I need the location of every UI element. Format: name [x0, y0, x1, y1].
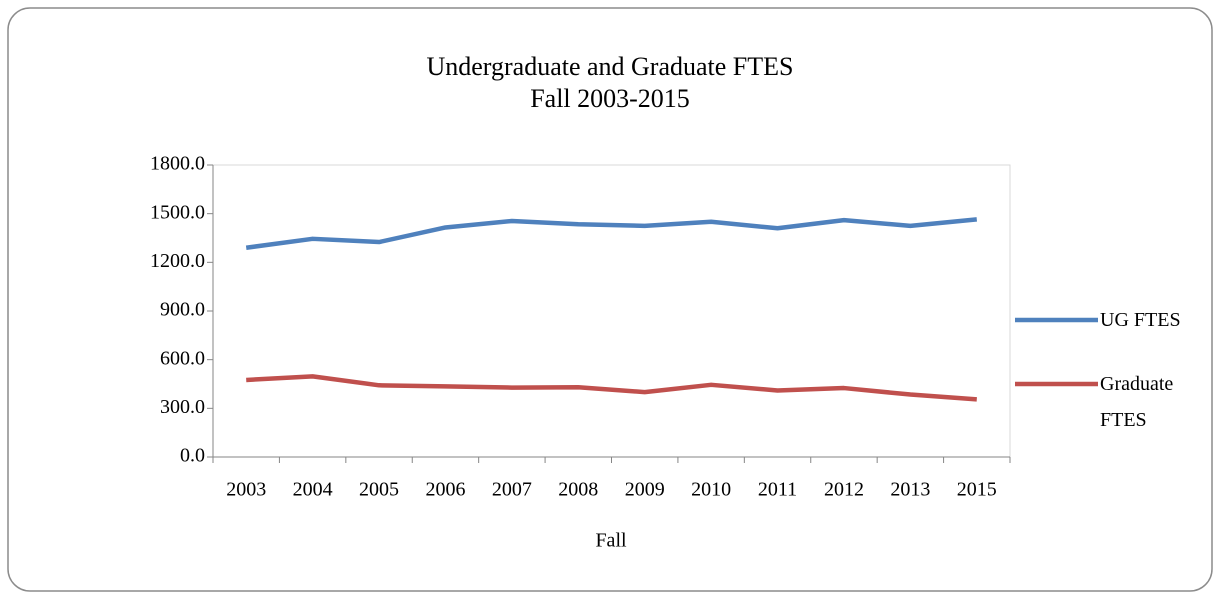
- x-tick-label: 2005: [359, 479, 399, 501]
- x-tick-label: 2007: [492, 479, 532, 501]
- x-tick-label: 2011: [758, 479, 797, 501]
- y-tick-label: 0.0: [180, 445, 205, 467]
- chart-border: [7, 7, 1213, 592]
- x-tick-label: 2006: [425, 479, 465, 501]
- x-tick-label: 2010: [691, 479, 731, 501]
- y-tick-label: 600.0: [160, 347, 205, 369]
- x-tick-label: 2012: [824, 479, 864, 501]
- y-tick-label: 1800.0: [150, 153, 205, 175]
- x-tick-label: 2003: [226, 479, 266, 501]
- legend-label: UG FTES: [1100, 309, 1181, 331]
- x-tick-label: 2015: [957, 479, 997, 501]
- series-line: [245, 217, 978, 250]
- x-tick-label: 2008: [558, 479, 598, 501]
- series-line: [246, 374, 977, 402]
- x-tick-label: 2009: [625, 479, 665, 501]
- x-tick-label: 2013: [890, 479, 930, 501]
- x-tick-label: 2004: [293, 479, 333, 501]
- chart-subtitle: Fall 2003-2015: [530, 84, 690, 113]
- y-tick-label: 1500.0: [150, 201, 205, 223]
- y-tick-label: 900.0: [160, 299, 205, 321]
- y-tick-label: 300.0: [160, 396, 205, 418]
- x-axis-label: Fall: [595, 530, 627, 552]
- y-tick-label: 1200.0: [150, 250, 205, 272]
- chart-title: Undergraduate and Graduate FTES: [426, 52, 793, 81]
- legend-label: Graduate FTES: [1100, 373, 1174, 431]
